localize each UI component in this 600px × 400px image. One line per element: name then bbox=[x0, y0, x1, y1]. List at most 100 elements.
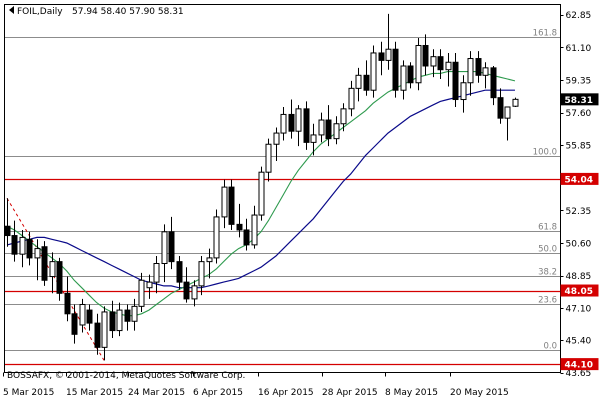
candle-body bbox=[206, 257, 213, 263]
time-tick-label: 28 Apr 2015 bbox=[322, 388, 378, 398]
candle-body bbox=[213, 216, 220, 259]
candle bbox=[198, 256, 205, 296]
candle bbox=[79, 298, 86, 333]
candle-body bbox=[325, 119, 332, 140]
candle bbox=[303, 101, 310, 150]
candle bbox=[94, 313, 101, 355]
candle bbox=[11, 220, 18, 262]
candle bbox=[146, 274, 153, 299]
symbol-timeframe: FOIL,Daily bbox=[17, 7, 63, 17]
candle-body bbox=[146, 281, 153, 289]
candle bbox=[482, 62, 489, 89]
candle bbox=[340, 103, 347, 132]
candle bbox=[363, 60, 370, 96]
candle bbox=[445, 52, 452, 87]
candle bbox=[460, 75, 467, 113]
candle bbox=[101, 306, 108, 361]
candle-body bbox=[370, 52, 377, 91]
candle bbox=[415, 38, 422, 91]
time-tick-label: 6 Apr 2015 bbox=[193, 388, 243, 398]
candle-body bbox=[295, 108, 302, 132]
price-tick-label: 55.85 bbox=[566, 142, 592, 152]
candle-body bbox=[265, 143, 272, 173]
candle-body bbox=[116, 309, 123, 332]
candle-body bbox=[348, 87, 355, 110]
ohlc-values: 57.94 58.40 57.90 58.31 bbox=[72, 7, 184, 17]
ma-slow-line bbox=[6, 89, 515, 289]
ma-fast-line bbox=[6, 71, 516, 317]
candle-body bbox=[340, 108, 347, 125]
candle bbox=[318, 112, 325, 143]
candle bbox=[422, 34, 429, 76]
level-badge bbox=[560, 284, 599, 297]
candle bbox=[124, 304, 131, 331]
candle-body bbox=[400, 65, 407, 91]
candle bbox=[191, 280, 198, 307]
candle-body bbox=[512, 98, 519, 107]
candle-body bbox=[280, 113, 287, 134]
price-tick-label: 59.35 bbox=[566, 76, 592, 86]
candle bbox=[348, 80, 355, 117]
candle bbox=[243, 218, 250, 251]
candle bbox=[475, 51, 482, 83]
candle-body bbox=[34, 248, 41, 259]
moving-averages bbox=[6, 71, 516, 361]
candle bbox=[116, 302, 123, 337]
candle bbox=[176, 256, 183, 290]
candle bbox=[467, 51, 474, 96]
zigzag-line bbox=[6, 198, 105, 361]
candle-body bbox=[168, 231, 175, 263]
candle bbox=[310, 123, 317, 156]
candle bbox=[19, 229, 26, 268]
level-badge-label: 44.10 bbox=[565, 361, 593, 371]
price-tick-label: 43.65 bbox=[566, 369, 592, 379]
candle bbox=[392, 41, 399, 98]
candle-body bbox=[333, 123, 340, 140]
candle-body bbox=[251, 214, 258, 246]
collapse-triangle-icon[interactable] bbox=[9, 6, 14, 14]
candle bbox=[385, 13, 392, 70]
fib-label: 161.8 bbox=[533, 29, 557, 39]
candle bbox=[138, 272, 145, 312]
candle bbox=[452, 52, 459, 107]
candle-body bbox=[355, 74, 362, 89]
plot-area-border bbox=[4, 4, 561, 373]
candle-body bbox=[19, 236, 26, 255]
candle bbox=[325, 105, 332, 147]
candle-body bbox=[452, 61, 459, 101]
candle-body bbox=[407, 65, 414, 84]
candle-body bbox=[71, 313, 78, 335]
candle-body bbox=[490, 67, 497, 99]
candle-body bbox=[11, 235, 18, 255]
fib-label: 100.0 bbox=[533, 148, 557, 158]
candle-body bbox=[363, 74, 370, 91]
price-tick-label: 52.35 bbox=[566, 207, 592, 217]
candle-body bbox=[504, 106, 511, 119]
candle bbox=[273, 127, 280, 162]
candle-body bbox=[422, 44, 429, 67]
candle bbox=[131, 298, 138, 331]
candle-body bbox=[482, 67, 489, 76]
candle bbox=[64, 276, 71, 322]
candle-body bbox=[258, 171, 265, 216]
fib-label: 50.0 bbox=[538, 245, 557, 255]
fib-label: 0.0 bbox=[543, 342, 557, 352]
candle-body bbox=[26, 238, 33, 259]
candles bbox=[4, 13, 519, 361]
candle-body bbox=[183, 281, 190, 300]
horizontal-levels bbox=[4, 178, 561, 366]
candle-body bbox=[288, 113, 295, 132]
candle bbox=[378, 41, 385, 76]
candle-body bbox=[198, 261, 205, 287]
candle-body bbox=[497, 97, 504, 119]
candle bbox=[258, 166, 265, 221]
fib-label: 38.2 bbox=[538, 268, 557, 278]
candle-body bbox=[176, 261, 183, 283]
candle-body bbox=[318, 119, 325, 136]
candle-body bbox=[56, 261, 63, 294]
candle bbox=[71, 304, 78, 344]
candle-body bbox=[228, 186, 235, 225]
candle bbox=[228, 179, 235, 230]
